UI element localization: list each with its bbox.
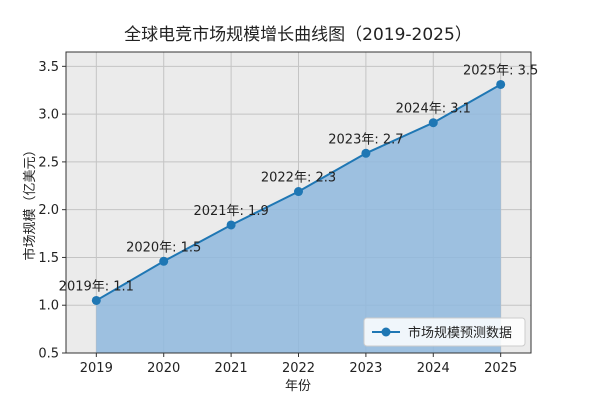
y-tick-label-2.5: 2.5 (38, 155, 59, 170)
data-label-2019: 2019年: 1.1 (59, 279, 134, 294)
x-tick-label-2020: 2020 (147, 361, 180, 376)
data-point-2019 (91, 295, 101, 305)
y-tick-label-2.0: 2.0 (38, 203, 59, 218)
chart-title: 全球电竞市场规模增长曲线图（2019-2025） (124, 25, 472, 45)
legend-label: 市场规模预测数据 (408, 325, 512, 341)
data-point-2023 (361, 148, 371, 158)
y-tick-label-3.0: 3.0 (38, 108, 59, 123)
data-label-2023: 2023年: 2.7 (328, 132, 403, 147)
data-point-2024 (428, 118, 438, 128)
data-point-2022 (294, 187, 303, 197)
y-tick-label-3.5: 3.5 (38, 60, 59, 75)
x-tick-label-2019: 2019 (80, 361, 113, 376)
data-label-2020: 2020年: 1.5 (126, 240, 201, 255)
x-tick-label-2024: 2024 (417, 361, 450, 376)
area-fill-group (96, 84, 501, 353)
x-axis-ticks: 2019 2020 2021 2022 2023 2024 2025 (80, 353, 517, 376)
data-label-2022: 2022年: 2.3 (261, 171, 336, 186)
data-label-2025: 2025年: 3.5 (463, 63, 538, 78)
legend: 市场规模预测数据 (363, 317, 526, 347)
y-axis-ticks: 0.5 1.0 1.5 2.0 2.5 3.0 3.5 (38, 60, 66, 362)
data-label-2021: 2021年: 1.9 (193, 204, 268, 219)
data-point-2025 (496, 79, 506, 89)
x-tick-label-2025: 2025 (484, 361, 517, 376)
data-points-group (91, 79, 506, 305)
legend-marker-swatch (381, 327, 391, 337)
data-point-2020 (159, 256, 169, 266)
x-axis-label: 年份 (285, 379, 311, 394)
y-tick-label-0.5: 0.5 (38, 347, 59, 362)
y-tick-label-1.5: 1.5 (38, 251, 59, 266)
data-point-2021 (226, 220, 236, 230)
data-labels-group: 2019年: 1.1 2020年: 1.5 2021年: 1.9 2022年: 2.3… (59, 63, 539, 294)
area-fill (96, 84, 501, 353)
x-tick-label-2022: 2022 (282, 361, 315, 376)
y-axis-label: 市场规模（亿美元） (22, 143, 38, 260)
data-label-2024: 2024年: 3.1 (396, 102, 471, 117)
legend-box (363, 317, 526, 347)
x-tick-label-2023: 2023 (349, 361, 382, 376)
y-tick-label-1.0: 1.0 (38, 299, 59, 314)
x-tick-label-2021: 2021 (215, 361, 248, 376)
